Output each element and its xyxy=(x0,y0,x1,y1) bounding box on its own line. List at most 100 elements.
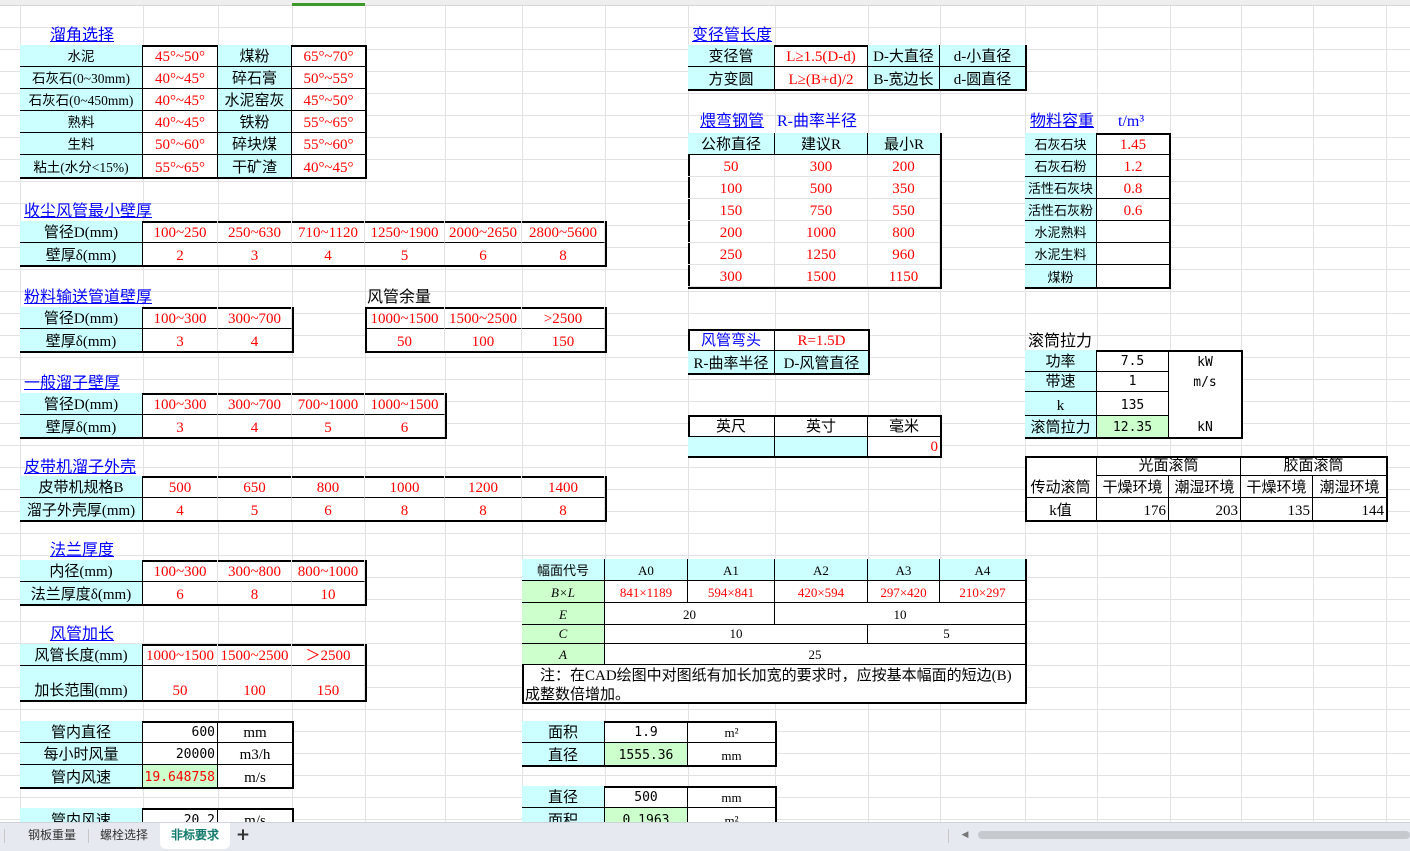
value-cell[interactable]: 135 xyxy=(1097,392,1169,416)
header-cell[interactable]: A2 xyxy=(775,559,868,581)
value-cell[interactable]: 135 xyxy=(1241,498,1313,520)
header-cell[interactable]: 建议R xyxy=(775,133,868,155)
header-cell[interactable]: 皮带机规格B xyxy=(20,476,143,498)
header-cell[interactable]: R-曲率半径 xyxy=(688,351,775,373)
value-cell[interactable]: E xyxy=(522,603,605,625)
value-cell[interactable]: 传动滚筒 xyxy=(1025,476,1097,498)
header-cell[interactable]: D-大直径 xyxy=(868,45,940,67)
value-cell[interactable]: 5 xyxy=(365,243,445,265)
value-cell[interactable]: 55°~65° xyxy=(292,111,365,133)
tab-steel-plate-weight[interactable]: 钢板重量 xyxy=(27,828,76,842)
tab-nonstandard-requirements[interactable]: 非标要求 xyxy=(160,823,230,849)
tab-bolt-selection[interactable]: 螺栓选择 xyxy=(99,828,148,842)
value-cell[interactable]: 176 xyxy=(1097,498,1169,520)
value-cell[interactable]: 144 xyxy=(1361,503,1385,519)
value-cell[interactable]: 2 xyxy=(143,243,218,265)
header-cell[interactable]: 变径管 xyxy=(688,45,775,67)
header-cell[interactable]: B-宽边长 xyxy=(868,67,940,89)
value-cell[interactable]: 50 xyxy=(688,155,775,177)
value-cell[interactable]: 1000~1500 xyxy=(365,307,445,329)
value-cell[interactable]: 0 xyxy=(930,439,939,455)
value-cell[interactable]: 风管弯头 xyxy=(688,329,775,351)
header-cell[interactable]: 熟料 xyxy=(20,111,143,133)
header-cell[interactable]: D-风管直径 xyxy=(775,351,868,373)
value-cell[interactable]: 150 xyxy=(292,666,365,700)
value-cell[interactable]: 50 xyxy=(365,329,445,351)
header-cell[interactable] xyxy=(775,437,868,456)
value-cell[interactable]: 1.45 xyxy=(1097,133,1169,155)
header-cell[interactable]: 水泥 xyxy=(20,45,143,67)
header-cell[interactable]: 活性石灰粉 xyxy=(1025,199,1097,221)
value-cell[interactable]: R=1.5D xyxy=(775,329,868,351)
header-cell[interactable]: 溜子外壳厚(mm) xyxy=(20,498,143,520)
value-cell[interactable]: 300 xyxy=(688,265,775,287)
value-cell[interactable]: 55°~60° xyxy=(292,133,365,155)
value-cell[interactable]: k值 xyxy=(1025,498,1097,520)
header-cell[interactable]: 石灰石(0~30mm) xyxy=(20,67,143,89)
header-cell[interactable]: 水泥生料 xyxy=(1025,243,1097,265)
value-cell[interactable]: 1000~1500 xyxy=(143,644,218,666)
value-cell[interactable]: 8 xyxy=(445,498,522,520)
header-cell[interactable]: 壁厚δ(mm) xyxy=(20,415,143,437)
value-cell[interactable]: 10 xyxy=(775,603,1025,625)
value-cell[interactable]: 1.2 xyxy=(1097,155,1169,177)
value-cell[interactable]: 光面滚筒 xyxy=(1097,456,1241,476)
value-cell[interactable]: 8 xyxy=(522,243,605,265)
header-cell[interactable]: 法兰厚度δ(mm) xyxy=(20,582,143,604)
header-cell[interactable]: 面积 xyxy=(522,721,605,743)
value-cell[interactable]: 英尺 xyxy=(688,415,775,437)
value-cell[interactable]: ＞2500 xyxy=(292,644,365,666)
add-sheet-button[interactable]: + xyxy=(235,825,251,845)
header-cell[interactable]: 石灰石粉 xyxy=(1025,155,1097,177)
value-cell[interactable]: 100 xyxy=(445,329,522,351)
value-cell[interactable]: L≥1.5(D-d) xyxy=(775,45,868,67)
value-cell[interactable]: 550 xyxy=(868,199,940,221)
header-cell[interactable]: 石灰石(0~450mm) xyxy=(20,89,143,111)
value-cell[interactable]: 55°~65° xyxy=(143,155,218,177)
header-cell[interactable]: A0 xyxy=(605,559,688,581)
value-cell[interactable]: L≥(B+d)/2 xyxy=(775,67,868,89)
value-cell[interactable]: kW xyxy=(1197,355,1213,370)
value-cell[interactable]: m3/h xyxy=(218,743,292,765)
value-cell[interactable]: C xyxy=(522,625,605,644)
value-cell[interactable]: m/s xyxy=(1193,375,1217,390)
value-cell[interactable]: 100~300 xyxy=(143,307,218,329)
value-cell[interactable]: 500 xyxy=(775,177,868,199)
value-cell[interactable]: 300 xyxy=(775,155,868,177)
value-cell[interactable]: 800 xyxy=(292,476,365,498)
value-cell[interactable]: 100 xyxy=(218,666,292,700)
header-cell[interactable]: 功率 xyxy=(1025,350,1097,372)
value-cell[interactable]: 100 xyxy=(688,177,775,199)
value-cell[interactable]: 350 xyxy=(868,177,940,199)
header-cell[interactable]: 管内风速 xyxy=(20,765,143,787)
value-cell[interactable]: 4 xyxy=(218,415,292,437)
value-cell[interactable]: 胶面滚筒 xyxy=(1241,456,1386,476)
header-cell[interactable]: 公称直径 xyxy=(688,133,775,155)
value-cell[interactable] xyxy=(1097,221,1169,243)
value-cell[interactable]: 210×297 xyxy=(940,581,1025,603)
value-cell[interactable]: 4 xyxy=(143,498,218,520)
header-cell[interactable]: 石灰石块 xyxy=(1025,133,1097,155)
value-cell[interactable]: mm xyxy=(218,721,292,743)
value-cell[interactable]: 300~700 xyxy=(218,307,292,329)
value-cell[interactable]: 710~1120 xyxy=(292,221,365,243)
value-cell[interactable]: 960 xyxy=(868,243,940,265)
header-cell[interactable]: A3 xyxy=(868,559,940,581)
value-cell[interactable]: 50°~60° xyxy=(143,133,218,155)
value-cell[interactable]: 25 xyxy=(605,644,1025,665)
header-cell[interactable]: 风管长度(mm) xyxy=(20,644,143,666)
value-cell[interactable]: 200 xyxy=(868,155,940,177)
value-cell[interactable]: 1500 xyxy=(775,265,868,287)
header-cell[interactable]: 内径(mm) xyxy=(20,560,143,582)
value-cell[interactable]: 40°~45° xyxy=(143,67,218,89)
value-cell[interactable]: 8 xyxy=(218,582,292,604)
value-cell[interactable]: 150 xyxy=(522,329,605,351)
value-cell[interactable]: 2800~5600 xyxy=(522,221,605,243)
value-cell[interactable]: 干燥环境 xyxy=(1097,476,1169,498)
value-cell[interactable]: mm xyxy=(688,786,775,808)
value-cell[interactable]: B×L xyxy=(522,581,605,603)
header-cell[interactable]: 壁厚δ(mm) xyxy=(20,329,143,351)
value-cell[interactable]: 20 xyxy=(605,603,775,625)
header-cell[interactable]: 最小R xyxy=(868,133,940,155)
value-cell[interactable]: 潮湿环境 xyxy=(1169,476,1241,498)
